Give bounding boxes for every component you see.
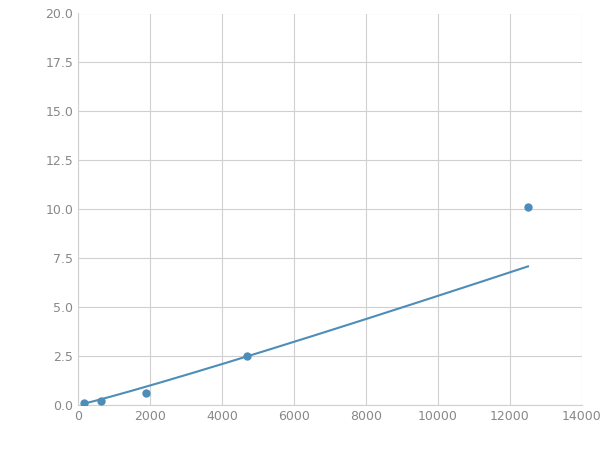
Point: [79, 400, 88, 407]
Point: [523, 204, 533, 211]
Point: [140, 390, 150, 397]
Point: [96, 397, 106, 405]
Point: [242, 352, 251, 360]
